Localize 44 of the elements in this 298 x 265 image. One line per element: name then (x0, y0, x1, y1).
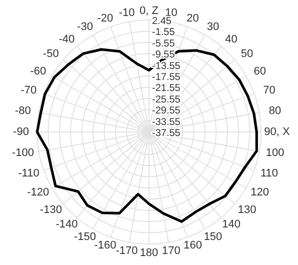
spoke-label: 120 (250, 186, 270, 198)
y-tick-label: 2.45 (152, 16, 172, 27)
spoke-label: -160 (94, 240, 116, 252)
y-tick-label: -5.55 (152, 38, 176, 50)
spoke-label: 70 (263, 84, 276, 97)
spoke-label: 40 (225, 33, 238, 46)
spoke-label: -50 (42, 48, 59, 60)
spoke-label: 180 (140, 247, 158, 259)
spoke-label: 0, Z (140, 5, 159, 17)
y-tick-label: -37.55 (152, 128, 181, 139)
spoke-label: 30 (206, 21, 220, 34)
y-tick-label: -29.55 (152, 106, 181, 117)
spoke-label: 170 (162, 245, 180, 258)
y-tick-label: -21.55 (152, 83, 181, 94)
spoke-label: 150 (204, 230, 222, 243)
spoke-label: 100 (266, 147, 284, 160)
spoke-label: -170 (116, 245, 138, 258)
spoke-label: 140 (222, 218, 240, 231)
spoke-label: 110 (260, 167, 278, 180)
spoke-label: -100 (12, 147, 34, 160)
spoke-label: 90, X (264, 126, 291, 138)
spoke-label: -90 (13, 126, 29, 138)
spoke-label: -20 (97, 12, 114, 24)
spoke-label: -150 (74, 230, 96, 243)
spoke-label: -110 (18, 167, 40, 180)
spoke-label: -120 (27, 186, 50, 198)
spoke-label: 160 (184, 240, 202, 252)
y-tick-label: -1.55 (152, 27, 176, 38)
spoke-label: -30 (77, 21, 93, 34)
spoke-label: -40 (58, 33, 75, 46)
spoke-label: -140 (56, 218, 78, 231)
spoke-label: -70 (20, 84, 37, 97)
spoke-label: -10 (118, 6, 135, 19)
spoke-label: 60 (254, 66, 266, 78)
spoke-label: 130 (238, 204, 256, 216)
spoke-label: -60 (30, 66, 46, 78)
spoke-label: 80 (268, 104, 282, 117)
y-tick-label: -25.55 (152, 94, 181, 106)
spoke-label: -80 (14, 104, 31, 117)
y-tick-label: -33.55 (152, 116, 181, 128)
y-tick-label: -17.55 (152, 72, 181, 83)
spoke-label: 50 (240, 48, 254, 60)
spoke-label: -130 (40, 204, 62, 216)
spoke-label: 20 (186, 12, 199, 24)
